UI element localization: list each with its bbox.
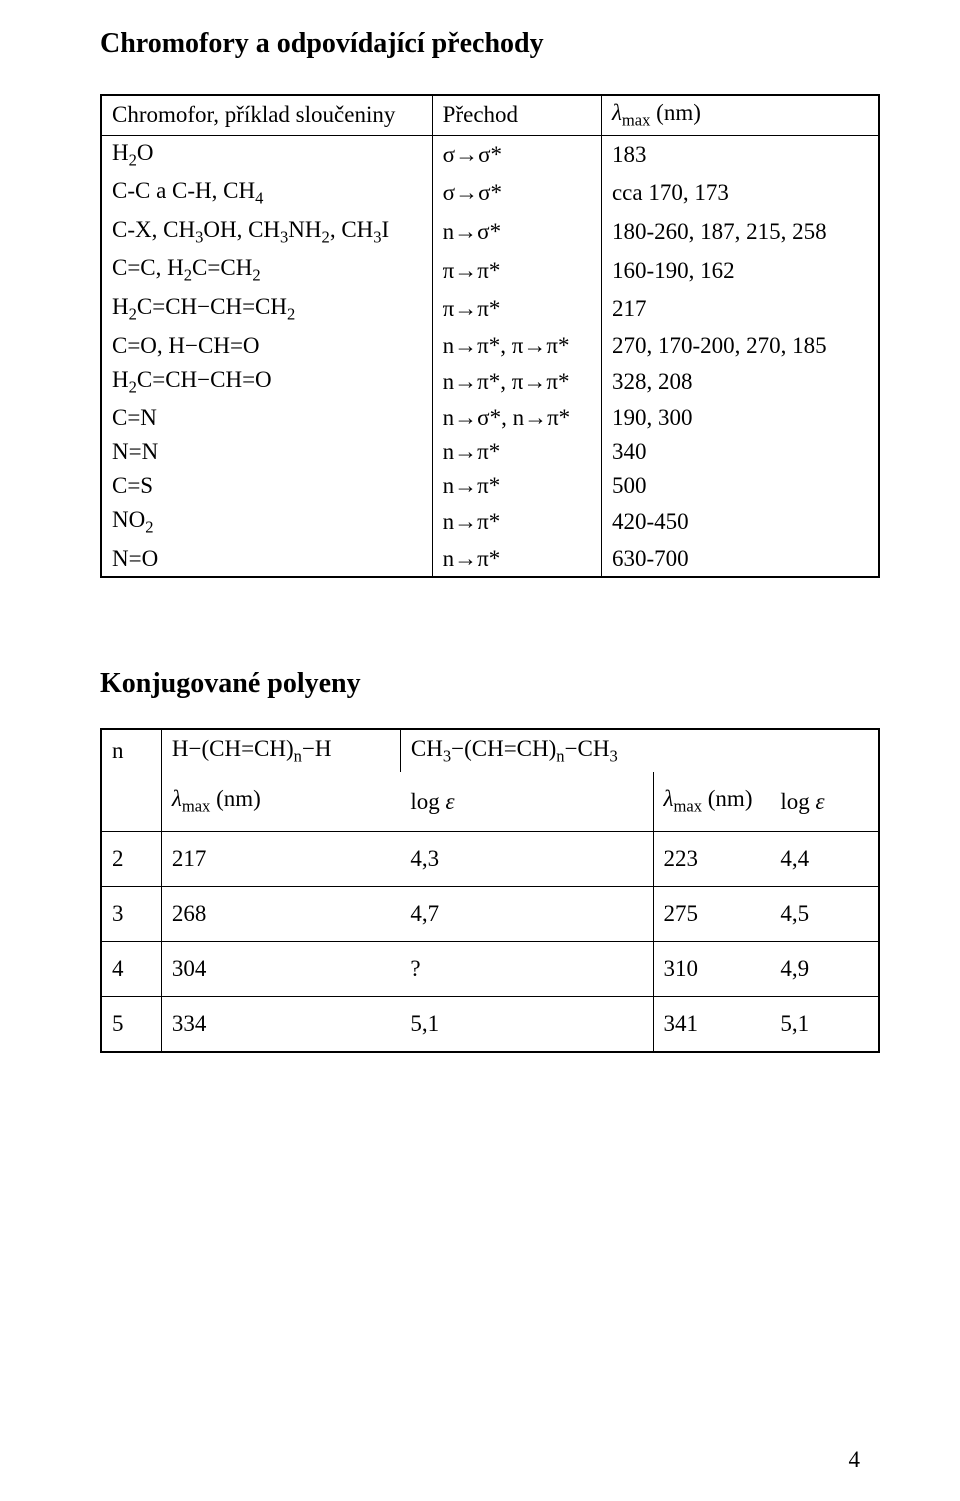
cell-loge-b: 4,4 xyxy=(770,831,879,886)
table-row: C=Nn→σ*, n→π*190, 300 xyxy=(101,401,879,435)
cell-chromophore: C=C, H2C=CH2 xyxy=(101,251,432,290)
cell-chromophore: H2C=CH−CH=O xyxy=(101,363,432,402)
cell-n: 5 xyxy=(101,996,161,1052)
cell-lambda-a: 334 xyxy=(161,996,400,1052)
cell-loge-b: 4,5 xyxy=(770,886,879,941)
cell-chromophore: H2C=CH−CH=CH2 xyxy=(101,290,432,329)
subheader-loge-1: log ε xyxy=(400,772,653,831)
table-row: 53345,13415,1 xyxy=(101,996,879,1052)
cell-lambda: 180-260, 187, 215, 258 xyxy=(601,213,879,252)
cell-lambda-a: 268 xyxy=(161,886,400,941)
cell-lambda: 340 xyxy=(601,435,879,469)
col-header-transition: Přechod xyxy=(432,95,601,135)
table-row: C-C a C-H, CH4σ→σ*cca 170, 173 xyxy=(101,174,879,213)
table-row: H2C=CH−CH=On→π*, π→π*328, 208 xyxy=(101,363,879,402)
subheader-lambda-2: λmax (nm) xyxy=(653,772,770,831)
cell-lambda: 190, 300 xyxy=(601,401,879,435)
table-row: 4304?3104,9 xyxy=(101,941,879,996)
table-row: H2Oσ→σ*183 xyxy=(101,135,879,174)
cell-chromophore: H2O xyxy=(101,135,432,174)
cell-n: 2 xyxy=(101,831,161,886)
cell-lambda: 217 xyxy=(601,290,879,329)
cell-transition: n→π* xyxy=(432,503,601,542)
cell-lambda: cca 170, 173 xyxy=(601,174,879,213)
polyene-table: n H−(CH=CH)n−H CH3−(CH=CH)n−CH3 λmax (nm… xyxy=(100,728,880,1053)
cell-lambda: 500 xyxy=(601,469,879,503)
cell-lambda-a: 304 xyxy=(161,941,400,996)
cell-loge-a: ? xyxy=(400,941,653,996)
cell-transition: σ→σ* xyxy=(432,135,601,174)
table-row: C-X, CH3OH, CH3NH2, CH3In→σ*180-260, 187… xyxy=(101,213,879,252)
cell-lambda-b: 275 xyxy=(653,886,770,941)
col-header-group-ch3: CH3−(CH=CH)n−CH3 xyxy=(400,729,653,773)
cell-chromophore: N=N xyxy=(101,435,432,469)
cell-lambda-b: 341 xyxy=(653,996,770,1052)
cell-chromophore: C=S xyxy=(101,469,432,503)
cell-loge-b: 5,1 xyxy=(770,996,879,1052)
cell-loge-b: 4,9 xyxy=(770,941,879,996)
cell-transition: π→π* xyxy=(432,251,601,290)
chromophore-table: Chromofor, příklad sloučeniny Přechod λm… xyxy=(100,94,880,578)
subheader-loge-2: log ε xyxy=(770,772,879,831)
cell-lambda: 270, 170-200, 270, 185 xyxy=(601,329,879,363)
cell-chromophore: C-X, CH3OH, CH3NH2, CH3I xyxy=(101,213,432,252)
cell-transition: n→π*, π→π* xyxy=(432,329,601,363)
table-header-row: n H−(CH=CH)n−H CH3−(CH=CH)n−CH3 xyxy=(101,729,879,773)
table-row: 22174,32234,4 xyxy=(101,831,879,886)
cell-lambda-b: 223 xyxy=(653,831,770,886)
cell-chromophore: NO2 xyxy=(101,503,432,542)
cell-lambda: 630-700 xyxy=(601,542,879,577)
cell-lambda: 328, 208 xyxy=(601,363,879,402)
table-row: NO2n→π*420-450 xyxy=(101,503,879,542)
cell-chromophore: N=O xyxy=(101,542,432,577)
cell-chromophore: C-C a C-H, CH4 xyxy=(101,174,432,213)
table-row: C=O, H−CH=On→π*, π→π*270, 170-200, 270, … xyxy=(101,329,879,363)
heading-polyenes: Konjugované polyeny xyxy=(100,668,880,700)
cell-lambda: 183 xyxy=(601,135,879,174)
cell-loge-a: 4,3 xyxy=(400,831,653,886)
table-row: H2C=CH−CH=CH2π→π*217 xyxy=(101,290,879,329)
subheader-lambda-1: λmax (nm) xyxy=(161,772,400,831)
cell-transition: π→π* xyxy=(432,290,601,329)
cell-transition: n→π* xyxy=(432,469,601,503)
cell-transition: n→π*, π→π* xyxy=(432,363,601,402)
table-subheader-row: λmax (nm) log ε λmax (nm) log ε xyxy=(101,772,879,831)
cell-chromophore: C=N xyxy=(101,401,432,435)
heading-chromophores: Chromofory a odpovídající přechody xyxy=(100,28,880,60)
cell-transition: n→σ* xyxy=(432,213,601,252)
cell-transition: σ→σ* xyxy=(432,174,601,213)
table-row: C=C, H2C=CH2π→π*160-190, 162 xyxy=(101,251,879,290)
cell-n: 4 xyxy=(101,941,161,996)
page-number: 4 xyxy=(849,1447,861,1473)
col-header-group-h: H−(CH=CH)n−H xyxy=(161,729,400,773)
subheader-empty xyxy=(101,772,161,831)
cell-loge-a: 5,1 xyxy=(400,996,653,1052)
cell-lambda: 160-190, 162 xyxy=(601,251,879,290)
table-row: N=Nn→π*340 xyxy=(101,435,879,469)
table-row: 32684,72754,5 xyxy=(101,886,879,941)
cell-transition: n→π* xyxy=(432,435,601,469)
col-header-n: n xyxy=(101,729,161,773)
cell-lambda-a: 217 xyxy=(161,831,400,886)
cell-loge-a: 4,7 xyxy=(400,886,653,941)
cell-chromophore: C=O, H−CH=O xyxy=(101,329,432,363)
cell-n: 3 xyxy=(101,886,161,941)
cell-transition: n→σ*, n→π* xyxy=(432,401,601,435)
page: Chromofory a odpovídající přechody Chrom… xyxy=(0,0,960,1501)
cell-lambda: 420-450 xyxy=(601,503,879,542)
cell-transition: n→π* xyxy=(432,542,601,577)
table-header-row: Chromofor, příklad sloučeniny Přechod λm… xyxy=(101,95,879,135)
col-header-chromophore: Chromofor, příklad sloučeniny xyxy=(101,95,432,135)
cell-lambda-b: 310 xyxy=(653,941,770,996)
table-row: C=Sn→π*500 xyxy=(101,469,879,503)
col-header-lambda: λmax (nm) xyxy=(601,95,879,135)
table-row: N=On→π*630-700 xyxy=(101,542,879,577)
